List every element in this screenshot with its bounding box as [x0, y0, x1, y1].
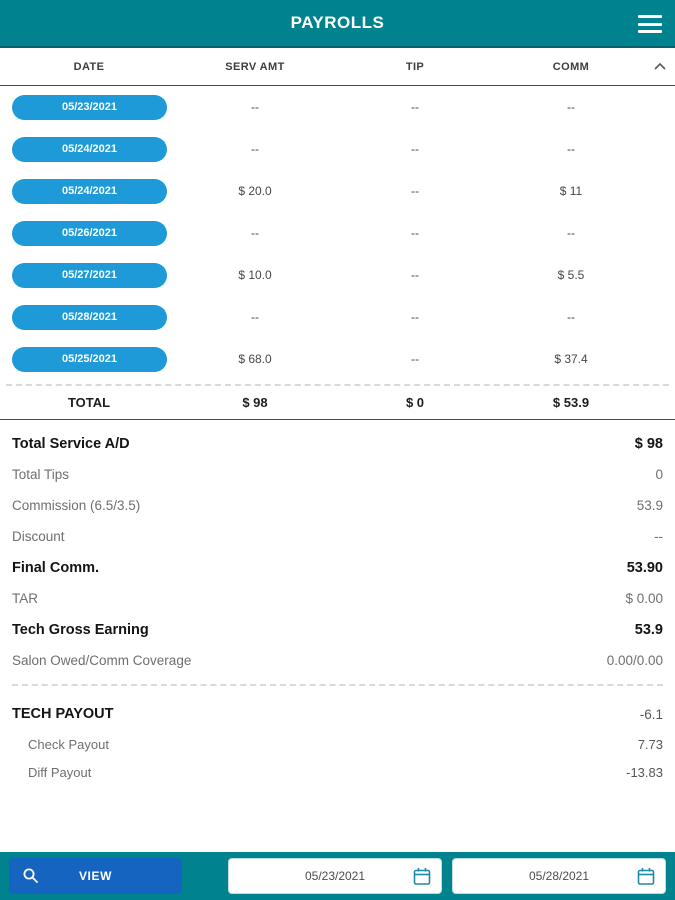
summary-value: --: [654, 529, 663, 544]
summary-label: Discount: [12, 529, 65, 544]
date-to-input[interactable]: 05/28/2021: [452, 858, 666, 894]
search-icon: [22, 867, 39, 887]
serv-amt-value: $ 68.0: [238, 352, 272, 366]
top-app-bar: PAYROLLS: [0, 0, 675, 48]
check-payout-label: Check Payout: [28, 736, 109, 752]
summary-label: Commission (6.5/3.5): [12, 498, 141, 513]
col-header-serv-amt: SERV AMT: [225, 60, 285, 73]
summary-value: 53.90: [626, 559, 663, 576]
payroll-rows: 05/23/2021 -- -- -- 05/24/2021 -- -- -- …: [0, 86, 675, 380]
diff-payout-row: Diff Payout -13.83: [12, 758, 663, 786]
comm-value: $ 11: [559, 184, 583, 198]
summary-section: Total Service A/D $ 98 Total Tips 0 Comm…: [0, 420, 675, 676]
table-row: 05/27/2021 $ 10.0 -- $ 5.5: [0, 254, 675, 296]
col-header-comm: COMM: [552, 60, 590, 73]
tip-value: --: [411, 184, 419, 198]
total-tip: $ 0: [405, 395, 425, 410]
summary-row: Total Tips 0: [12, 459, 663, 490]
view-button-label: VIEW: [78, 869, 113, 883]
tip-value: --: [411, 310, 419, 324]
comm-value: $ 5.5: [557, 268, 585, 282]
tip-value: --: [411, 226, 419, 240]
serv-amt-value: --: [251, 226, 259, 240]
tip-value: --: [411, 268, 419, 282]
date-pill-button[interactable]: 05/26/2021: [12, 220, 167, 246]
diff-payout-label: Diff Payout: [28, 764, 92, 780]
summary-value: 53.9: [636, 498, 663, 513]
calendar-icon[interactable]: [637, 867, 655, 889]
calendar-icon[interactable]: [413, 867, 431, 889]
check-payout-row: Check Payout 7.73: [12, 730, 663, 758]
summary-row: Discount --: [12, 521, 663, 552]
table-header-row: DATE SERV AMT TIP COMM: [0, 48, 675, 86]
comm-value: --: [567, 142, 575, 156]
table-row: 05/24/2021 $ 20.0 -- $ 11: [0, 170, 675, 212]
comm-value: --: [567, 310, 575, 324]
tip-value: --: [411, 352, 419, 366]
table-row: 05/26/2021 -- -- --: [0, 212, 675, 254]
tip-value: --: [411, 100, 419, 114]
diff-payout-value: -13.83: [626, 764, 663, 780]
serv-amt-value: --: [251, 142, 259, 156]
summary-label: Total Service A/D: [12, 435, 130, 452]
summary-row: Salon Owed/Comm Coverage 0.00/0.00: [12, 645, 663, 676]
summary-row: TAR $ 0.00: [12, 583, 663, 614]
summary-label: Total Tips: [12, 467, 70, 482]
dashed-divider: [12, 684, 663, 686]
comm-value: --: [567, 100, 575, 114]
summary-row: Tech Gross Earning 53.9: [12, 614, 663, 645]
tech-payout-value: -6.1: [639, 706, 663, 722]
summary-label: Final Comm.: [12, 559, 100, 576]
tip-value: --: [411, 142, 419, 156]
summary-value: 53.9: [634, 621, 663, 638]
table-row: 05/25/2021 $ 68.0 -- $ 37.4: [0, 338, 675, 380]
serv-amt-value: --: [251, 100, 259, 114]
summary-row: Commission (6.5/3.5) 53.9: [12, 490, 663, 521]
summary-label: Tech Gross Earning: [12, 621, 149, 638]
serv-amt-value: --: [251, 310, 259, 324]
hamburger-menu-icon[interactable]: [637, 12, 663, 36]
col-header-date: DATE: [73, 60, 105, 73]
date-from-value: 05/23/2021: [304, 869, 366, 883]
summary-row: Final Comm. 53.90: [12, 552, 663, 583]
date-pill-button[interactable]: 05/23/2021: [12, 94, 167, 120]
total-comm: $ 53.9: [552, 395, 590, 410]
date-pill-button[interactable]: 05/24/2021: [12, 178, 167, 204]
date-pill-button[interactable]: 05/25/2021: [12, 346, 167, 372]
tech-payout-label: TECH PAYOUT: [12, 706, 114, 722]
view-button[interactable]: VIEW: [9, 858, 182, 894]
table-row: 05/23/2021 -- -- --: [0, 86, 675, 128]
summary-label: Salon Owed/Comm Coverage: [12, 653, 192, 668]
check-payout-value: 7.73: [637, 736, 663, 752]
summary-value: 0: [655, 467, 663, 482]
summary-value: $ 0.00: [625, 591, 663, 606]
date-pill-button[interactable]: 05/24/2021: [12, 136, 167, 162]
comm-value: --: [567, 226, 575, 240]
total-serv-amt: $ 98: [242, 395, 268, 410]
date-pill-button[interactable]: 05/27/2021: [12, 262, 167, 288]
table-row: 05/28/2021 -- -- --: [0, 296, 675, 338]
page-title: PAYROLLS: [290, 13, 385, 32]
serv-amt-value: $ 10.0: [238, 268, 272, 282]
date-pill-button[interactable]: 05/28/2021: [12, 304, 167, 330]
total-label: TOTAL: [67, 395, 111, 410]
comm-value: $ 37.4: [554, 352, 588, 366]
date-from-input[interactable]: 05/23/2021: [228, 858, 442, 894]
summary-row: Total Service A/D $ 98: [12, 428, 663, 459]
summary-value: $ 98: [634, 435, 663, 452]
dashed-divider: [6, 384, 669, 386]
bottom-toolbar: VIEW 05/23/2021 05/28/2021: [0, 852, 675, 900]
date-to-value: 05/28/2021: [528, 869, 590, 883]
col-header-tip: TIP: [405, 60, 425, 73]
summary-value: 0.00/0.00: [606, 653, 663, 668]
chevron-up-icon[interactable]: [644, 62, 675, 71]
table-row: 05/24/2021 -- -- --: [0, 128, 675, 170]
summary-label: TAR: [12, 591, 38, 606]
tech-payout-row: TECH PAYOUT -6.1: [12, 698, 663, 730]
tech-payout-section: TECH PAYOUT -6.1 Check Payout 7.73 Diff …: [0, 694, 675, 786]
serv-amt-value: $ 20.0: [238, 184, 272, 198]
total-row: TOTAL $ 98 $ 0 $ 53.9: [0, 386, 675, 420]
